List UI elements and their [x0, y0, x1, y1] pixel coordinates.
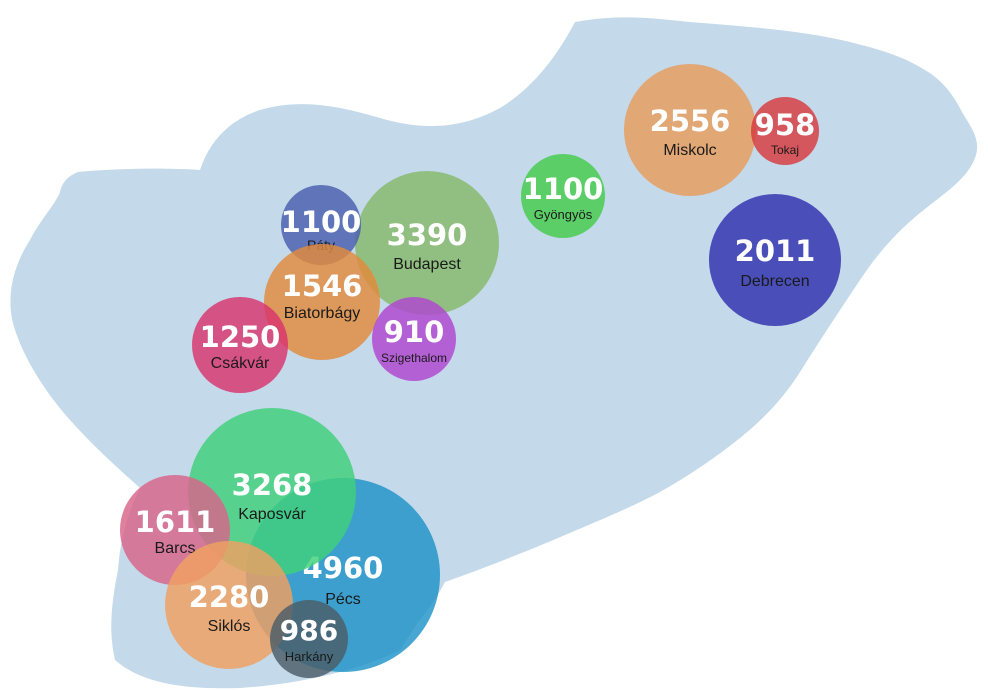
bubble-city-siklos: Siklós [208, 618, 251, 635]
bubble-city-miskolc: Miskolc [663, 142, 716, 159]
bubble-value-csakvar: 1250 [200, 320, 281, 354]
bubble-value-miskolc: 2556 [650, 104, 731, 138]
bubble-budapest: 3390 Budapest [355, 171, 499, 315]
bubble-circle-siklos [165, 541, 293, 669]
bubble-circle-miskolc [624, 64, 756, 196]
hungary-country-shape [10, 17, 978, 689]
bubble-kaposvar: 3268 Kaposvár [188, 408, 356, 576]
bubble-value-budapest: 3390 [387, 218, 468, 252]
bubble-paty: 1100Páty [281, 185, 362, 265]
bubble-miskolc: 2556 Miskolc [624, 64, 756, 196]
bubble-siklos: 2280 Siklós [165, 541, 293, 669]
bubble-circle-biatorbagy [264, 244, 380, 360]
bubble-value-harkany: 986 [280, 614, 338, 647]
bubble-value-debrecen: 2011 [735, 234, 816, 268]
bubble-value-barcs: 1611 [135, 505, 216, 539]
bubble-circle-szigethalom [372, 297, 456, 381]
bubble-circle-tokaj [751, 97, 819, 165]
bubble-city-harkany: Harkány [285, 649, 334, 664]
bubble-circle-gyongyos [521, 154, 605, 238]
bubble-value-siklos: 2280 [189, 580, 270, 614]
bubble-city-budapest: Budapest [393, 256, 461, 273]
bubble-circle-kaposvar [188, 408, 356, 576]
bubble-circle-harkany [270, 600, 348, 678]
bubble-circle-budapest [355, 171, 499, 315]
bubble-city-pecs: Pécs [325, 591, 361, 608]
bubble-city-szigethalom: Szigethalom [381, 351, 447, 365]
bubble-value-gyongyos: 1100 [523, 172, 604, 206]
bubble-debrecen: 2011 Debrecen [709, 194, 841, 326]
bubble-city-tokaj: Tokaj [771, 143, 799, 157]
bubble-circle-paty [281, 185, 361, 265]
bubble-value-kaposvar: 3268 [232, 468, 313, 502]
bubble-value-szigethalom: 910 [384, 315, 445, 349]
bubble-szigethalom: 910 Szigethalom [372, 297, 456, 381]
bubble-city-gyongyos: Gyöngyös [534, 207, 593, 222]
bubble-value-biatorbagy: 1546 [282, 269, 363, 303]
bubble-city-barcs: Barcs [155, 540, 196, 557]
bubble-circle-debrecen [709, 194, 841, 326]
bubble-harkany: 986 Harkány [270, 600, 348, 678]
bubble-city-biatorbagy: Biatorbágy [284, 305, 361, 322]
bubble-circle-csakvar [192, 297, 288, 393]
bubble-city-debrecen: Debrecen [740, 273, 809, 290]
bubble-value-paty: 1100 [281, 205, 362, 239]
bubble-value-tokaj: 958 [755, 108, 816, 142]
bubble-biatorbagy: 1546 Biatorbágy [264, 244, 380, 360]
bubble-city-kaposvar: Kaposvár [238, 506, 306, 523]
bubble-city-csakvar: Csákvár [211, 355, 270, 372]
